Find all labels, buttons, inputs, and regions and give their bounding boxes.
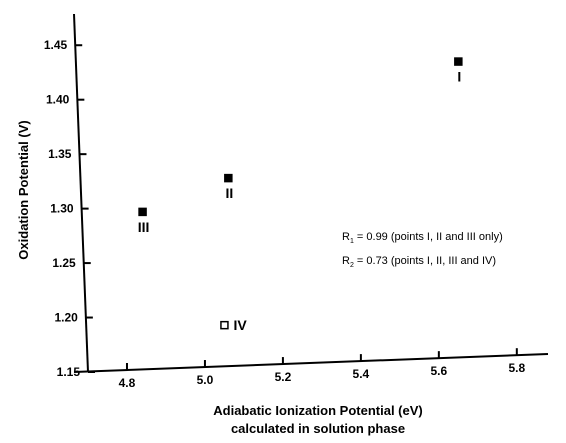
- y-tick-label: 1.30: [50, 202, 74, 216]
- x-tick-label: 5.6: [431, 364, 448, 378]
- x-tick-label: 5.8: [508, 361, 525, 375]
- y-tick-label: 1.15: [57, 365, 81, 379]
- x-tick-label: 4.8: [119, 376, 136, 390]
- y-tick-label: 1.45: [44, 38, 68, 52]
- x-axis-line: [73, 353, 549, 373]
- data-point-label: IV: [233, 317, 247, 333]
- x-tick-label: 5.0: [197, 373, 214, 387]
- axes: Adiabatic Ionization Potential (eV) calcu…: [16, 13, 549, 436]
- annotation-r1: R1 = 0.99 (points I, II and III only): [342, 231, 503, 245]
- annotations: R1 = 0.99 (points I, II and III only) R2 …: [342, 231, 503, 269]
- x-tick-label: 5.4: [353, 367, 370, 381]
- y-tick-label: 1.35: [48, 147, 72, 161]
- data-point-label: III: [138, 219, 150, 235]
- y-tick-label: 1.20: [55, 311, 79, 325]
- ticks: 1.15 1.20 1.25 1.30 1.35 1.40 1.45 4.8 5.0 5.2 5.4…: [44, 38, 526, 390]
- y-axis-title: Oxidation Potential (V): [16, 120, 31, 259]
- data-point-label: II: [225, 185, 233, 201]
- y-tick-label: 1.25: [52, 256, 76, 270]
- x-axis-title-line2: calculated in solution phase: [231, 421, 405, 436]
- data-point: [138, 207, 147, 217]
- y-tick-label: 1.40: [46, 93, 70, 107]
- x-tick-label: 5.2: [275, 370, 292, 384]
- y-axis-line: [73, 13, 89, 373]
- annotation-r2: R2 = 0.73 (points I, II, III and IV): [342, 255, 496, 269]
- data-point: [224, 173, 233, 183]
- data-point: [454, 57, 463, 66]
- data-point: [220, 320, 229, 330]
- data-point-label: I: [457, 69, 461, 85]
- x-axis-title: Adiabatic Ionization Potential (eV): [213, 403, 422, 418]
